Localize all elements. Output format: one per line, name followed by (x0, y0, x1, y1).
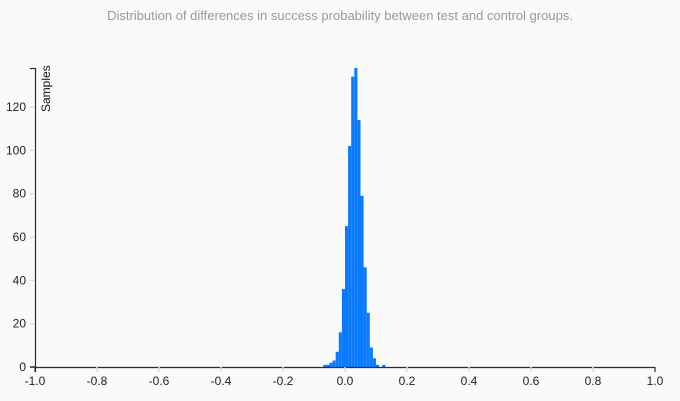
histogram-bars (323, 68, 386, 368)
y-tick-label: 60 (13, 230, 27, 244)
histogram-bar (354, 68, 358, 367)
x-tick-label: -0.8 (87, 374, 108, 388)
histogram-bar (366, 312, 370, 367)
histogram-bar (326, 364, 330, 367)
histogram-bar (338, 332, 342, 367)
y-tick-label: 100 (6, 143, 26, 157)
y-axis-label: Samples (39, 65, 53, 112)
y-tick-label: 120 (6, 100, 26, 114)
histogram-bar (363, 267, 367, 367)
y-tick-label: 20 (13, 317, 27, 331)
histogram-bar (372, 358, 376, 367)
x-tick-label: -1.0 (25, 374, 46, 388)
y-tick-label: 0 (19, 360, 26, 374)
histogram-bar (376, 364, 380, 367)
x-tick-label: 1.0 (647, 374, 664, 388)
histogram-bar (351, 76, 355, 368)
y-tick-label: 40 (13, 273, 27, 287)
histogram-bar (382, 364, 386, 367)
histogram-bar (348, 146, 352, 367)
x-tick-label: 0.8 (585, 374, 602, 388)
x-axis: -1.0 -0.8 -0.6 -0.4 -0.2 0.0 0.2 0.4 0.6 0.8 1.0 (25, 366, 664, 388)
histogram-bar (329, 362, 333, 367)
y-axis: 0 20 40 60 80 100 120 (6, 67, 37, 374)
x-tick-label: 0.4 (461, 374, 478, 388)
histogram-bar (335, 351, 339, 367)
histogram-bar (345, 226, 349, 367)
histogram-bar (357, 120, 361, 367)
x-tick-label: 0.2 (399, 374, 416, 388)
x-tick-label: 0.6 (523, 374, 540, 388)
y-tick-label: 80 (13, 187, 27, 201)
x-tick-label: 0.0 (337, 374, 354, 388)
chart-title: Distribution of differences in success p… (107, 8, 573, 23)
histogram-bar (369, 347, 373, 367)
x-tick-label: -0.4 (211, 374, 232, 388)
histogram-bar (341, 289, 345, 367)
histogram-bar (323, 364, 327, 367)
x-tick-label: -0.6 (149, 374, 170, 388)
x-tick-label: -0.2 (273, 374, 294, 388)
histogram-bar (360, 195, 364, 367)
histogram-bar (332, 360, 336, 367)
